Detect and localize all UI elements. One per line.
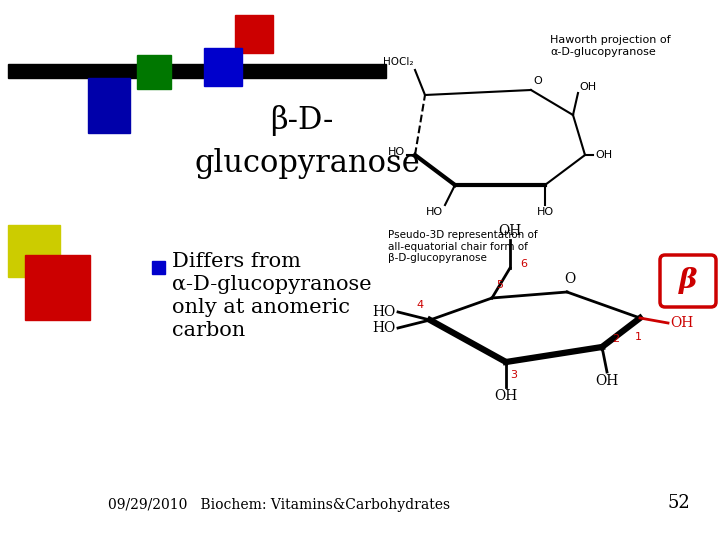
Text: 52: 52 (667, 494, 690, 512)
Text: HO: HO (373, 305, 396, 319)
Text: OH: OH (595, 150, 612, 160)
Text: OH: OH (670, 316, 693, 330)
Bar (137, 55, 171, 89)
Text: 5: 5 (496, 280, 503, 290)
Text: α-D-glucopyranose: α-D-glucopyranose (172, 275, 372, 294)
Bar (8, 225, 60, 277)
Text: 2: 2 (612, 334, 619, 344)
Bar (152, 261, 165, 274)
Text: HO: HO (388, 147, 405, 157)
FancyBboxPatch shape (660, 255, 716, 307)
Text: HO: HO (536, 207, 554, 217)
Bar (25, 255, 90, 320)
Text: Haworth projection of
α-D-glucopyranose: Haworth projection of α-D-glucopyranose (550, 35, 670, 57)
Bar (88, 78, 130, 133)
Bar (235, 15, 273, 53)
Text: Differs from: Differs from (172, 252, 301, 271)
Text: O: O (564, 272, 575, 286)
Text: HO: HO (373, 321, 396, 335)
Text: HO: HO (426, 207, 443, 217)
Text: Pseudo-3D representation of
all-equatorial chair form of
β-D-glucopyranose: Pseudo-3D representation of all-equatori… (388, 230, 538, 263)
Text: 09/29/2010   Biochem: Vitamins&Carbohydrates: 09/29/2010 Biochem: Vitamins&Carbohydrat… (108, 498, 450, 512)
Text: OH: OH (498, 224, 521, 238)
Bar (8, 64, 386, 78)
Text: 3: 3 (510, 370, 518, 380)
Text: carbon: carbon (172, 321, 246, 340)
Text: OH: OH (495, 389, 518, 403)
Bar (204, 48, 242, 86)
Text: OH: OH (579, 82, 596, 92)
Text: O: O (533, 76, 541, 86)
Text: β: β (679, 267, 697, 294)
Text: HOCl₂: HOCl₂ (382, 57, 413, 67)
Text: 4: 4 (417, 300, 424, 310)
Text: OH: OH (595, 374, 618, 388)
Text: glucopyranose: glucopyranose (195, 148, 420, 179)
Text: 6: 6 (520, 259, 527, 269)
Text: β-D-: β-D- (270, 105, 333, 136)
Text: 1: 1 (634, 332, 642, 342)
Text: only at anomeric: only at anomeric (172, 298, 350, 317)
